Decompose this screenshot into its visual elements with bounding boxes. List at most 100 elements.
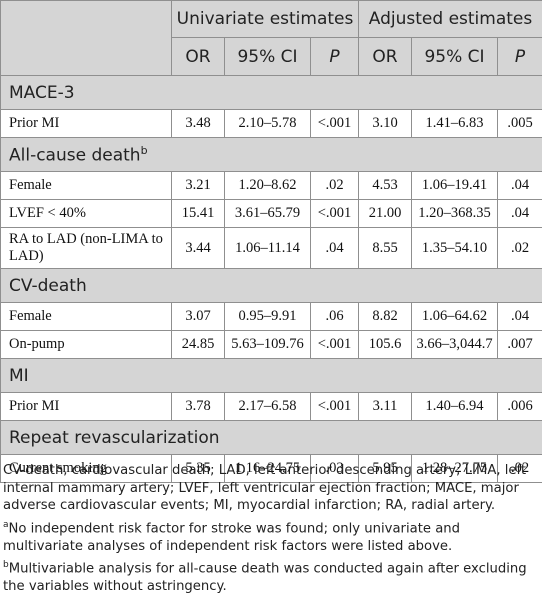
- section-title-cell: Repeat revascularization: [0, 420, 542, 455]
- cell-a-or: 105.6: [358, 330, 412, 359]
- footnote-a-text: No independent risk factor for stroke wa…: [3, 521, 461, 554]
- cell-u-p: <.001: [310, 392, 359, 421]
- table-row: Prior MI 3.78 2.17–6.58 <.001 3.11 1.40–6.94.…: [0, 392, 542, 421]
- cell-a-ci: 1.41–6.83: [411, 109, 498, 138]
- cell-u-ci: 1.06–11.14: [224, 227, 311, 269]
- header-row-groups: Univariate estimates Adjusted estimates: [0, 0, 542, 76]
- cell-u-ci: 0.95–9.91: [224, 302, 311, 331]
- cell-u-p: <.001: [310, 199, 359, 228]
- cell-a-ci: 1.06–19.41: [411, 171, 498, 200]
- cell-u-p: .02: [310, 171, 359, 200]
- header-row-columns: OR 95% CI P OR 95% CI P: [0, 37, 542, 76]
- section-footnote-mark: b: [140, 143, 148, 157]
- cell-a-p: .02: [496, 454, 542, 483]
- cell-u-or: 3.44: [171, 227, 225, 269]
- section-row: CV-death: [0, 268, 542, 303]
- cell-u-ci: 5.63–109.76: [224, 330, 311, 359]
- section-row: All-cause deathb: [0, 137, 542, 172]
- cell-a-ci: 1.20–368.35: [411, 199, 498, 228]
- cell-u-ci: 3.61–65.79: [224, 199, 311, 228]
- cell-a-p: .007: [496, 330, 542, 359]
- table-row: Current smoking 5.35 1.16–24.75.03 5.95 1.28…: [0, 454, 542, 483]
- cell-u-p: <.001: [310, 330, 359, 359]
- row-label: Current smoking: [0, 454, 172, 483]
- row-label: Prior MI: [0, 109, 172, 138]
- cell-a-or: 3.11: [358, 392, 412, 421]
- section-title: Repeat revascularization: [9, 427, 220, 448]
- section-row: MACE-3: [0, 75, 542, 110]
- results-table: Univariate estimates Adjusted estimates …: [0, 0, 542, 483]
- section-title-cell: MI: [0, 358, 542, 393]
- cell-a-or: 4.53: [358, 171, 412, 200]
- footnote-b-text: Multivariable analysis for all-cause dea…: [3, 561, 527, 595]
- cell-u-or: 3.48: [171, 109, 225, 138]
- cell-u-p: .06: [310, 302, 359, 331]
- header-u-p: P: [310, 37, 359, 76]
- cell-u-or: 5.35: [171, 454, 225, 483]
- cell-a-or: 5.95: [358, 454, 412, 483]
- cell-u-ci: 1.16–24.75: [224, 454, 311, 483]
- row-label: Female: [0, 302, 172, 331]
- cell-u-or: 15.41: [171, 199, 225, 228]
- section-title-cell: All-cause deathb: [0, 137, 542, 172]
- table-row: Female 3.21 1.20–8.62.02 4.53 1.06–19.41.04: [0, 171, 542, 200]
- header-a-or: OR: [358, 37, 412, 76]
- header-u-ci: 95% CI: [224, 37, 311, 76]
- header-blank-cell: [0, 0, 172, 76]
- cell-a-or: 3.10: [358, 109, 412, 138]
- footnotes: CV-death, cardiovascular death; LAD, lef…: [3, 462, 541, 598]
- section-title: MACE-3: [9, 82, 75, 103]
- table-row: Female 3.07 0.95–9.91.06 8.82 1.06–64.62.04: [0, 302, 542, 331]
- header-adjusted: Adjusted estimates: [357, 0, 542, 38]
- footnote-a: aNo independent risk factor for stroke w…: [3, 517, 541, 556]
- cell-u-or: 3.07: [171, 302, 225, 331]
- header-univariate: Univariate estimates: [171, 0, 359, 38]
- cell-a-or: 8.55: [358, 227, 412, 269]
- cell-u-p: .04: [310, 227, 359, 269]
- header-a-ci: 95% CI: [411, 37, 498, 76]
- cell-a-p: .006: [496, 392, 542, 421]
- row-label: Prior MI: [0, 392, 172, 421]
- table-body: MACE-3 Prior MI 3.48 2.10–5.78 <.001 3.10 1.41…: [0, 75, 542, 483]
- cell-a-or: 21.00: [358, 199, 412, 228]
- cell-a-ci: 3.66–3,044.7: [411, 330, 498, 359]
- cell-u-ci: 1.20–8.62: [224, 171, 311, 200]
- section-row: MI: [0, 358, 542, 393]
- section-title: All-cause death: [9, 145, 141, 166]
- section-title-cell: MACE-3: [0, 75, 542, 110]
- cell-u-ci: 2.10–5.78: [224, 109, 311, 138]
- cell-a-p: .005: [496, 109, 542, 138]
- cell-u-p: .03: [310, 454, 359, 483]
- table-row: RA to LAD (non-LIMA to LAD) 3.44 1.06–11.1…: [0, 227, 542, 269]
- cell-a-or: 8.82: [358, 302, 412, 331]
- cell-u-or: 3.21: [171, 171, 225, 200]
- section-title-cell: CV-death: [0, 268, 542, 303]
- footnote-b-mark: b: [3, 560, 9, 571]
- row-label: Female: [0, 171, 172, 200]
- section-title: MI: [9, 365, 29, 386]
- row-label: On-pump: [0, 330, 172, 359]
- table-row: On-pump 24.85 5.63–109.76 <.001 105.6 3.66–3,…: [0, 330, 542, 359]
- footnote-a-mark: a: [3, 519, 9, 530]
- cell-u-or: 24.85: [171, 330, 225, 359]
- section-title: CV-death: [9, 275, 87, 296]
- header-u-or: OR: [171, 37, 225, 76]
- cell-a-ci: 1.06–64.62: [411, 302, 498, 331]
- table-row: Prior MI 3.48 2.10–5.78 <.001 3.10 1.41–6.83.…: [0, 109, 542, 138]
- footnote-b: bMultivariable analysis for all-cause de…: [3, 557, 541, 596]
- footnote-abbreviations: CV-death, cardiovascular death; LAD, lef…: [3, 463, 527, 514]
- cell-u-or: 3.78: [171, 392, 225, 421]
- row-label: RA to LAD (non-LIMA to LAD): [0, 227, 172, 269]
- cell-a-ci: 1.40–6.94: [411, 392, 498, 421]
- cell-a-ci: 1.28–27.75: [411, 454, 498, 483]
- cell-a-p: .02: [496, 227, 542, 269]
- cell-a-p: .04: [496, 302, 542, 331]
- cell-a-p: .04: [496, 199, 542, 228]
- cell-u-ci: 2.17–6.58: [224, 392, 311, 421]
- header-a-p: P: [496, 37, 542, 76]
- cell-a-p: .04: [496, 171, 542, 200]
- cell-u-p: <.001: [310, 109, 359, 138]
- row-label: LVEF < 40%: [0, 199, 172, 228]
- section-row: Repeat revascularization: [0, 420, 542, 455]
- cell-a-ci: 1.35–54.10: [411, 227, 498, 269]
